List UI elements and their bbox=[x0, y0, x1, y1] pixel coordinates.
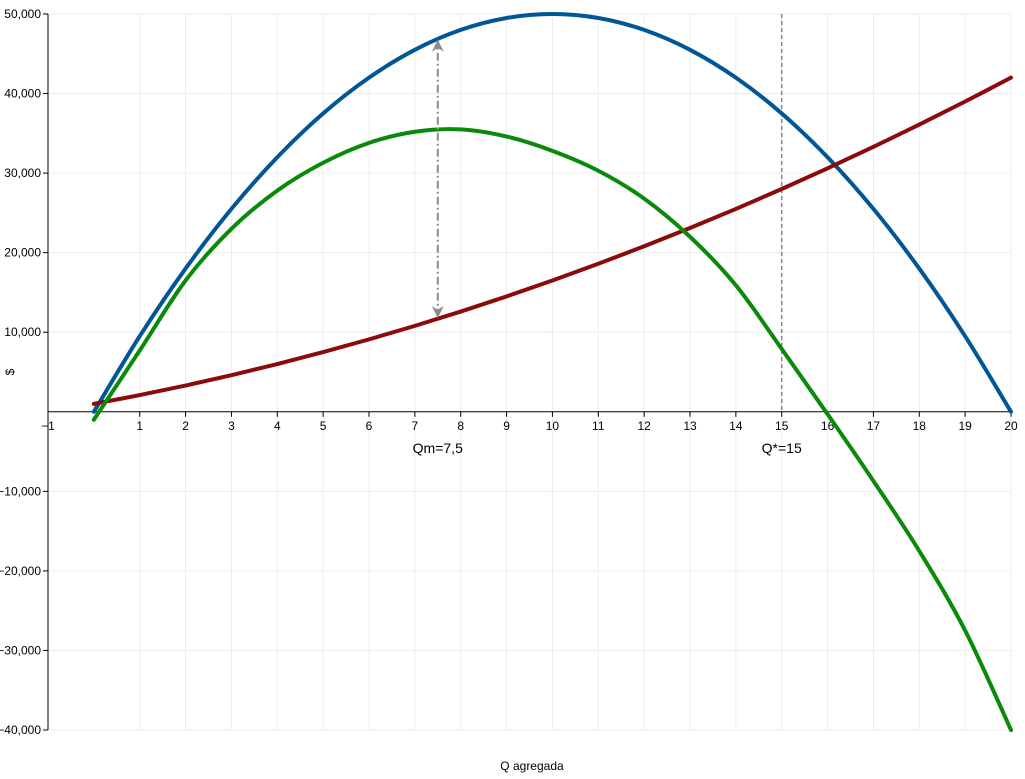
x-tick-label: 15 bbox=[775, 419, 789, 433]
x-tick-label: 7 bbox=[412, 419, 419, 433]
y-tick-label: 10,000 bbox=[4, 325, 41, 339]
x-tick-label: 14 bbox=[729, 419, 743, 433]
line-series bbox=[91, 11, 1013, 414]
x-tick-label: 17 bbox=[867, 419, 881, 433]
y-tick-label: −20,000 bbox=[0, 564, 41, 578]
x-tick-label: 5 bbox=[320, 419, 327, 433]
y-tick-label: 30,000 bbox=[4, 166, 41, 180]
x-tick-label: 9 bbox=[503, 419, 510, 433]
line-series bbox=[91, 127, 1013, 732]
x-tick-label: 18 bbox=[913, 419, 927, 433]
y-axis-label: $ bbox=[3, 368, 17, 375]
x-tick-label: 13 bbox=[683, 419, 697, 433]
y-tick-label: −40,000 bbox=[0, 723, 41, 737]
y-tick-label: −10,000 bbox=[0, 484, 41, 498]
x-tick-label: 3 bbox=[228, 419, 235, 433]
x-tick-label: 11 bbox=[592, 419, 605, 433]
x-tick-label: 2 bbox=[182, 419, 189, 433]
line-series bbox=[91, 75, 1013, 406]
x-tick-label: 8 bbox=[457, 419, 464, 433]
y-tick-label: −30,000 bbox=[0, 643, 41, 657]
x-tick-label: 20 bbox=[1004, 419, 1018, 433]
x-tick-label: 4 bbox=[274, 419, 281, 433]
annotation: Q*=15 bbox=[762, 440, 802, 456]
x-tick-label: 10 bbox=[546, 419, 560, 433]
y-tick-label: 40,000 bbox=[4, 87, 41, 101]
annotation: Qm=7,5 bbox=[413, 440, 463, 456]
x-tick-label: 19 bbox=[958, 419, 972, 433]
y-tick-label: 50,000 bbox=[4, 7, 41, 21]
x-tick-label: 1 bbox=[136, 419, 143, 433]
x-tick-label: 12 bbox=[637, 419, 651, 433]
y-tick-label: 20,000 bbox=[4, 246, 41, 260]
x-tick-label: 6 bbox=[366, 419, 373, 433]
x-axis-label: Q agregada bbox=[500, 759, 564, 773]
